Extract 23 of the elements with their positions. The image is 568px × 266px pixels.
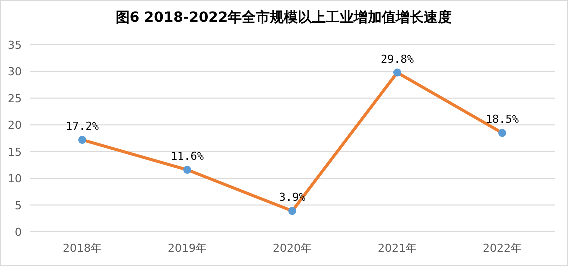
y-tick-label: 30 bbox=[8, 66, 22, 79]
point bbox=[78, 136, 86, 144]
data-label: 11.6% bbox=[170, 150, 204, 164]
x-tick-label: 2019年 bbox=[168, 242, 207, 255]
y-tick-label: 25 bbox=[8, 92, 22, 106]
data-label: 18.5% bbox=[486, 113, 520, 126]
y-tick-label: 5 bbox=[15, 199, 22, 212]
y-tick-label: 0 bbox=[15, 226, 22, 239]
x-tick-label: 2018年 bbox=[63, 242, 102, 255]
data-label: 29.8% bbox=[380, 52, 414, 66]
point bbox=[288, 207, 296, 216]
point bbox=[498, 129, 506, 138]
y-tick-label: 20 bbox=[8, 119, 22, 132]
y-tick-label: 15 bbox=[8, 146, 22, 159]
data-label: 17.2% bbox=[66, 120, 100, 134]
y-tick-label: 10 bbox=[8, 172, 22, 186]
x-tick-label: 2020年 bbox=[273, 242, 312, 255]
chart-title: 图6 2018-2022年全市规模以上工业增加值增长速度 bbox=[116, 9, 452, 26]
x-tick-label: 2022年 bbox=[483, 242, 522, 255]
point bbox=[184, 166, 192, 174]
y-tick-label: 35 bbox=[8, 39, 22, 52]
point bbox=[394, 68, 402, 77]
x-tick-label: 2021年 bbox=[378, 242, 417, 255]
